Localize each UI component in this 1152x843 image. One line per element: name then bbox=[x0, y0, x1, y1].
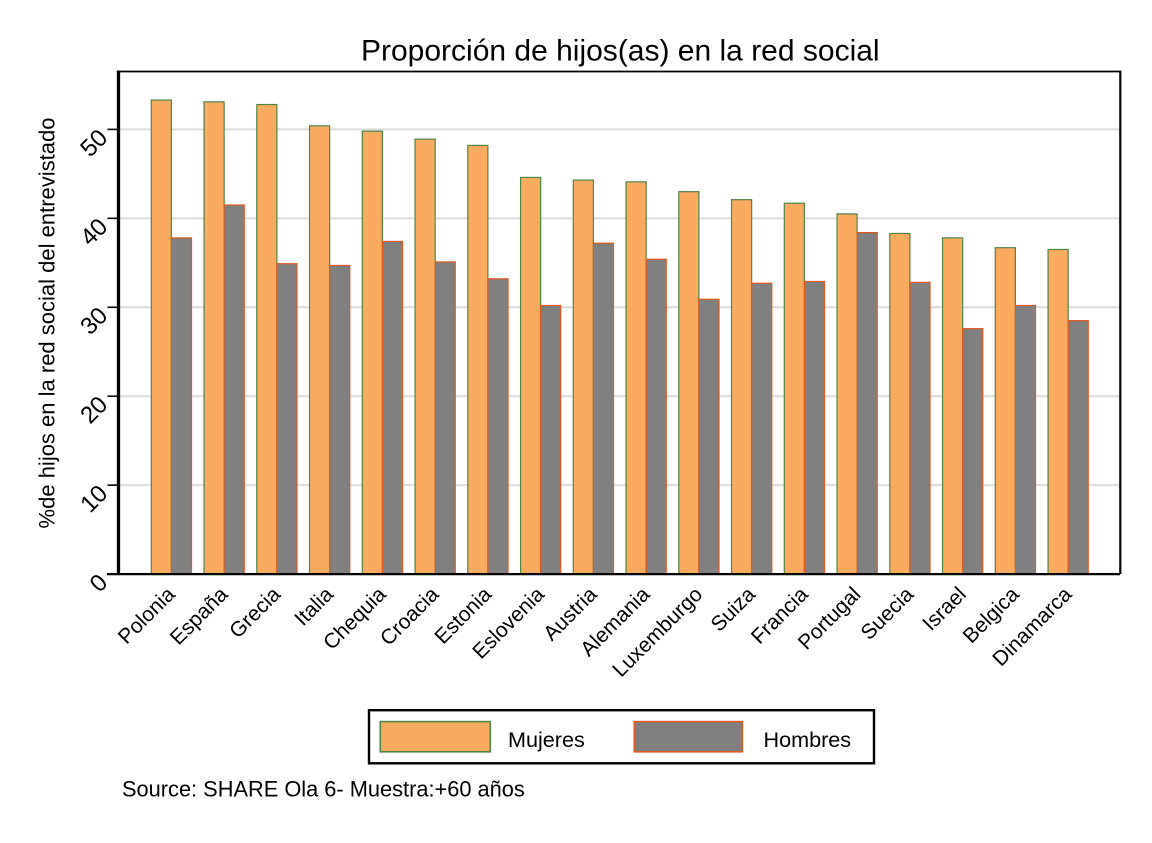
svg-text:Source: SHARE Ola 6- Muestra:+: Source: SHARE Ola 6- Muestra:+60 años bbox=[122, 776, 525, 801]
svg-text:Proporción de hijos(as) en la: Proporción de hijos(as) en la red social bbox=[361, 34, 880, 67]
svg-text:Mujeres: Mujeres bbox=[508, 727, 585, 752]
svg-text:Hombres: Hombres bbox=[764, 727, 852, 752]
svg-text:%de hijos en la red social del: %de hijos en la red social del entrevist… bbox=[35, 118, 60, 529]
